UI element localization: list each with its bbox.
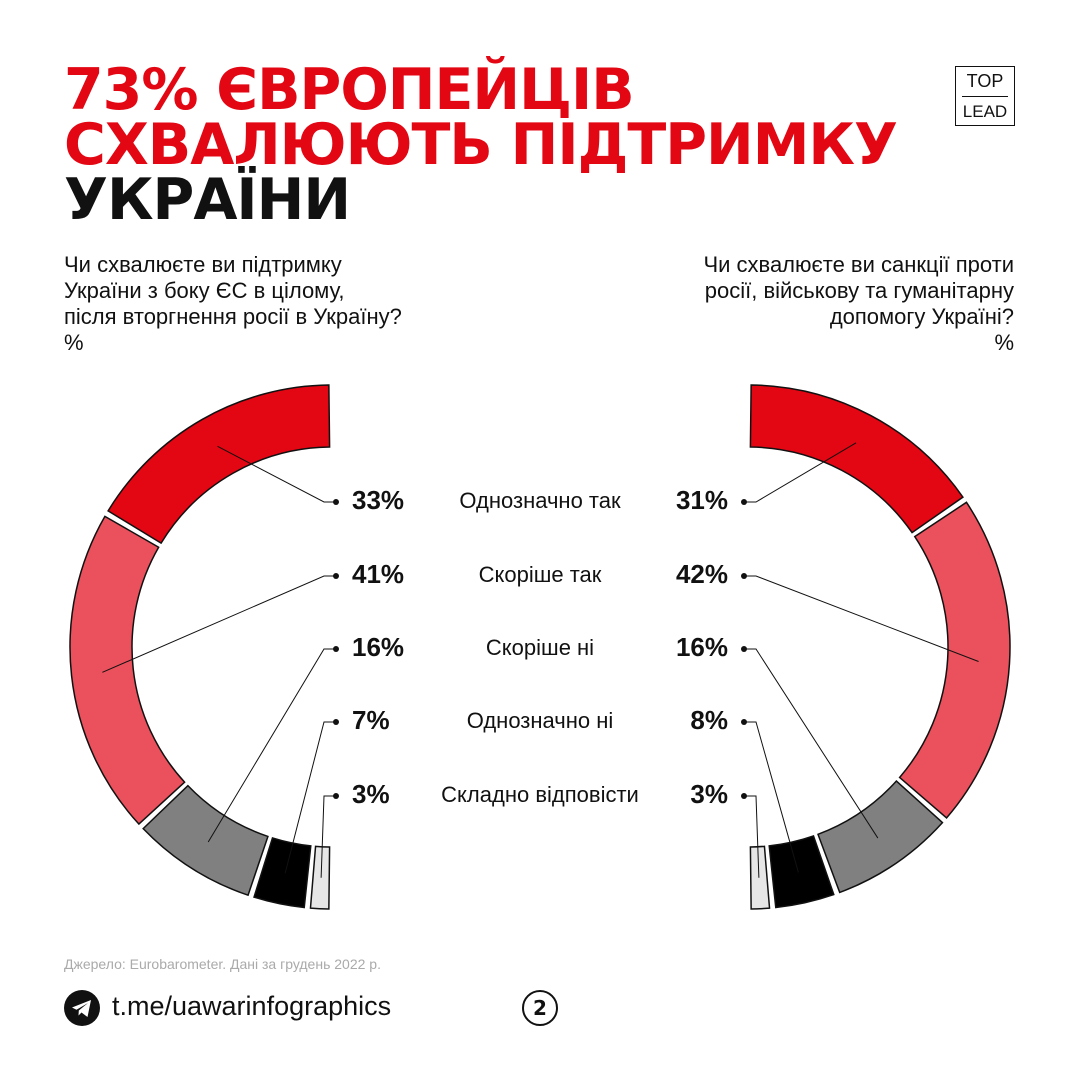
segment	[768, 835, 835, 909]
value-label: 3%	[690, 779, 728, 809]
leader-line	[207, 648, 336, 843]
value-label: 8%	[690, 705, 728, 735]
leader-dot	[333, 499, 339, 505]
leader-dot	[741, 646, 747, 652]
leader-dot	[741, 719, 747, 725]
segment	[69, 515, 186, 826]
leader-line	[744, 648, 879, 839]
category-label: Однозначно ні	[467, 708, 614, 733]
value-label: 33%	[352, 485, 404, 515]
leader-line	[102, 575, 336, 673]
telegram-icon	[64, 990, 100, 1026]
leader-line	[320, 795, 336, 878]
leader-dot	[333, 719, 339, 725]
segment	[898, 501, 1011, 819]
leader-line	[217, 445, 336, 503]
title-line: 73% ЄВРОПЕЙЦІВ	[64, 57, 635, 123]
segment	[107, 384, 331, 545]
segment	[749, 845, 771, 910]
category-label: Складно відповісти	[441, 782, 639, 807]
leader-dot	[741, 499, 747, 505]
value-label: 3%	[352, 779, 390, 809]
leader-dot	[333, 646, 339, 652]
logo-text: LEAD	[962, 102, 1008, 121]
source: Джерело: Eurobarometer. Дані за грудень …	[64, 956, 381, 972]
leader-line	[744, 721, 799, 873]
leader-line	[744, 575, 979, 662]
segment	[309, 845, 331, 910]
title-line: СХВАЛЮЮТЬ ПІДТРИМКУ	[64, 112, 898, 178]
question-left: Чи схвалюєте ви підтримку України з боку…	[64, 252, 402, 355]
leader-line	[744, 795, 760, 878]
category-label: Скоріше так	[479, 562, 602, 587]
segment	[142, 784, 269, 897]
leader-line	[284, 721, 336, 874]
value-label: 7%	[352, 705, 390, 735]
leader-dot	[741, 573, 747, 579]
category-label: Однозначно так	[459, 488, 621, 513]
logo-text: TOP	[962, 67, 1008, 97]
segment	[749, 384, 964, 534]
category-label: Скоріше ні	[486, 635, 594, 660]
leader-line	[744, 442, 857, 503]
value-label: 16%	[352, 632, 404, 662]
logo: TOP LEAD	[955, 66, 1015, 126]
segment	[253, 836, 312, 909]
link[interactable]: t.me/uawarinfographics	[112, 991, 392, 1021]
value-label: 41%	[352, 559, 404, 589]
question-right: Чи схвалюєте ви санкції проти росії, вій…	[703, 252, 1014, 355]
title-line: УКРАЇНИ	[64, 167, 351, 233]
value-label: 31%	[676, 485, 728, 515]
value-label: 42%	[676, 559, 728, 589]
leader-dot	[333, 793, 339, 799]
page-number: 2	[522, 990, 558, 1026]
leader-dot	[741, 793, 747, 799]
segment	[817, 779, 944, 894]
leader-dot	[333, 573, 339, 579]
value-label: 16%	[676, 632, 728, 662]
